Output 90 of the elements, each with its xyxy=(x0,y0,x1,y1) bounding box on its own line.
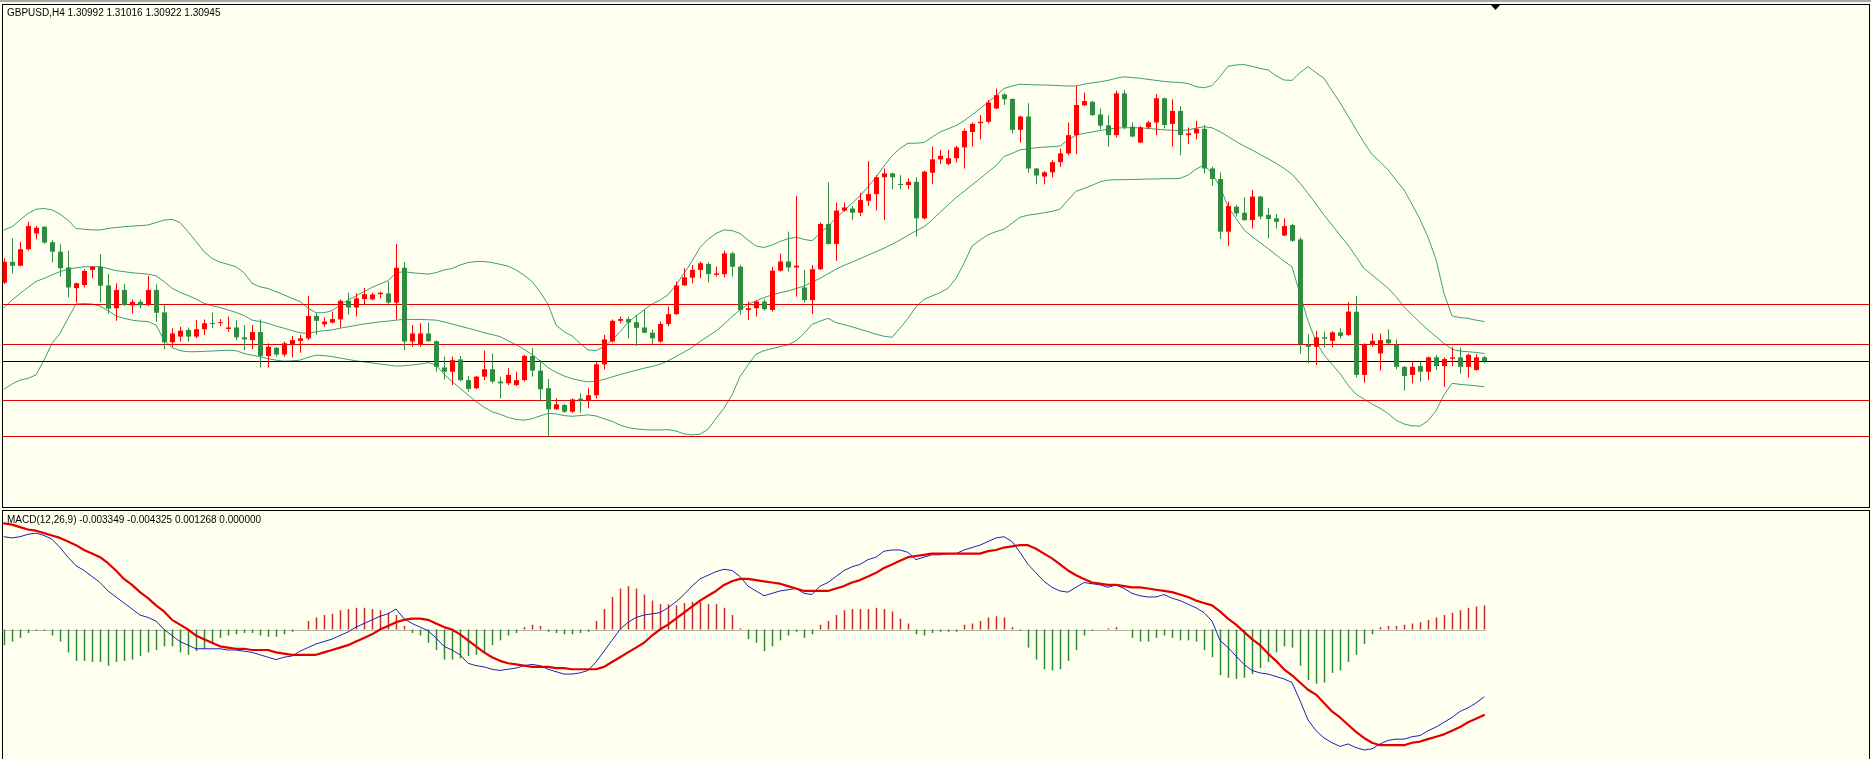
candlestick xyxy=(986,99,991,124)
candlestick xyxy=(1210,166,1215,187)
candlestick xyxy=(306,295,311,341)
candlestick xyxy=(266,342,271,368)
candlestick xyxy=(1258,195,1263,220)
candlestick xyxy=(586,387,591,409)
candlestick xyxy=(626,316,631,339)
candlestick xyxy=(26,221,31,252)
candlestick xyxy=(1250,189,1255,230)
candlestick xyxy=(970,122,975,148)
candlestick xyxy=(1242,196,1247,222)
candlestick xyxy=(778,252,783,273)
candlestick xyxy=(546,378,551,438)
candlestick xyxy=(1266,207,1271,239)
candlestick xyxy=(1018,115,1023,144)
candlestick xyxy=(1442,356,1447,388)
candlestick xyxy=(962,127,967,169)
candlestick xyxy=(882,167,887,221)
candlestick xyxy=(194,319,199,339)
candlestick xyxy=(1346,301,1351,337)
candlestick xyxy=(874,174,879,212)
candlestick xyxy=(1466,352,1471,378)
candlestick xyxy=(354,292,359,318)
candlestick xyxy=(1106,114,1111,148)
candlestick xyxy=(634,314,639,347)
candlestick xyxy=(1458,346,1463,374)
candlestick xyxy=(1378,332,1383,372)
candlestick xyxy=(722,250,727,278)
chart-title: GBPUSD,H4 1.30992 1.31016 1.30922 1.30945 xyxy=(7,7,221,18)
candlestick xyxy=(154,283,159,323)
candlestick xyxy=(58,243,63,278)
candlestick xyxy=(1410,361,1415,384)
candlestick xyxy=(482,350,487,381)
candlestick xyxy=(746,301,751,321)
candlestick xyxy=(706,262,711,284)
candlestick xyxy=(18,241,23,267)
candlestick xyxy=(82,268,87,288)
candlestick xyxy=(1170,98,1175,148)
candlestick xyxy=(242,324,247,351)
candlestick xyxy=(1450,346,1455,367)
candlestick xyxy=(1402,365,1407,392)
candlestick xyxy=(2,257,7,285)
candlestick xyxy=(258,318,263,368)
candlestick xyxy=(994,87,999,110)
candlestick xyxy=(730,251,735,278)
candlestick xyxy=(426,322,431,343)
candlestick xyxy=(666,306,671,327)
candlestick xyxy=(10,237,15,274)
candlestick xyxy=(538,359,543,403)
candlestick xyxy=(1066,122,1071,156)
candlestick xyxy=(1418,361,1423,383)
candlestick xyxy=(346,292,351,316)
candlestick xyxy=(690,264,695,284)
candlestick xyxy=(1314,330,1319,366)
candlestick xyxy=(66,250,71,298)
candlestick xyxy=(1058,147,1063,168)
candlestick xyxy=(418,322,423,348)
candlestick xyxy=(802,269,807,304)
candlestick xyxy=(898,174,903,190)
candlestick xyxy=(1098,107,1103,130)
candlestick xyxy=(50,239,55,264)
candlestick xyxy=(234,319,239,341)
candlestick xyxy=(106,273,111,314)
candlestick xyxy=(146,275,151,307)
candlestick xyxy=(442,356,447,380)
candlestick xyxy=(930,146,935,185)
candlestick xyxy=(250,324,255,350)
candlestick xyxy=(210,312,215,329)
candlestick xyxy=(386,281,391,305)
candlestick xyxy=(658,321,663,344)
candlestick xyxy=(858,192,863,217)
candlestick xyxy=(338,298,343,328)
candlestick xyxy=(458,355,463,383)
candlestick xyxy=(122,283,127,307)
candlestick xyxy=(826,182,831,246)
chart-title: MACD(12,26,9) -0.003349 -0.004325 0.001268 0.000000 xyxy=(7,514,262,525)
candlestick xyxy=(1186,126,1191,145)
candlestick xyxy=(866,160,871,207)
candlestick xyxy=(98,253,103,304)
candlestick xyxy=(1306,333,1311,364)
candlestick xyxy=(290,335,295,358)
candlestick xyxy=(410,324,415,348)
candlestick xyxy=(610,318,615,344)
candlestick xyxy=(170,327,175,348)
candlestick xyxy=(530,347,535,378)
candlestick xyxy=(490,352,495,384)
candlestick xyxy=(114,282,119,322)
candlestick xyxy=(1394,338,1399,370)
candlestick xyxy=(450,356,455,386)
candlestick xyxy=(314,312,319,336)
